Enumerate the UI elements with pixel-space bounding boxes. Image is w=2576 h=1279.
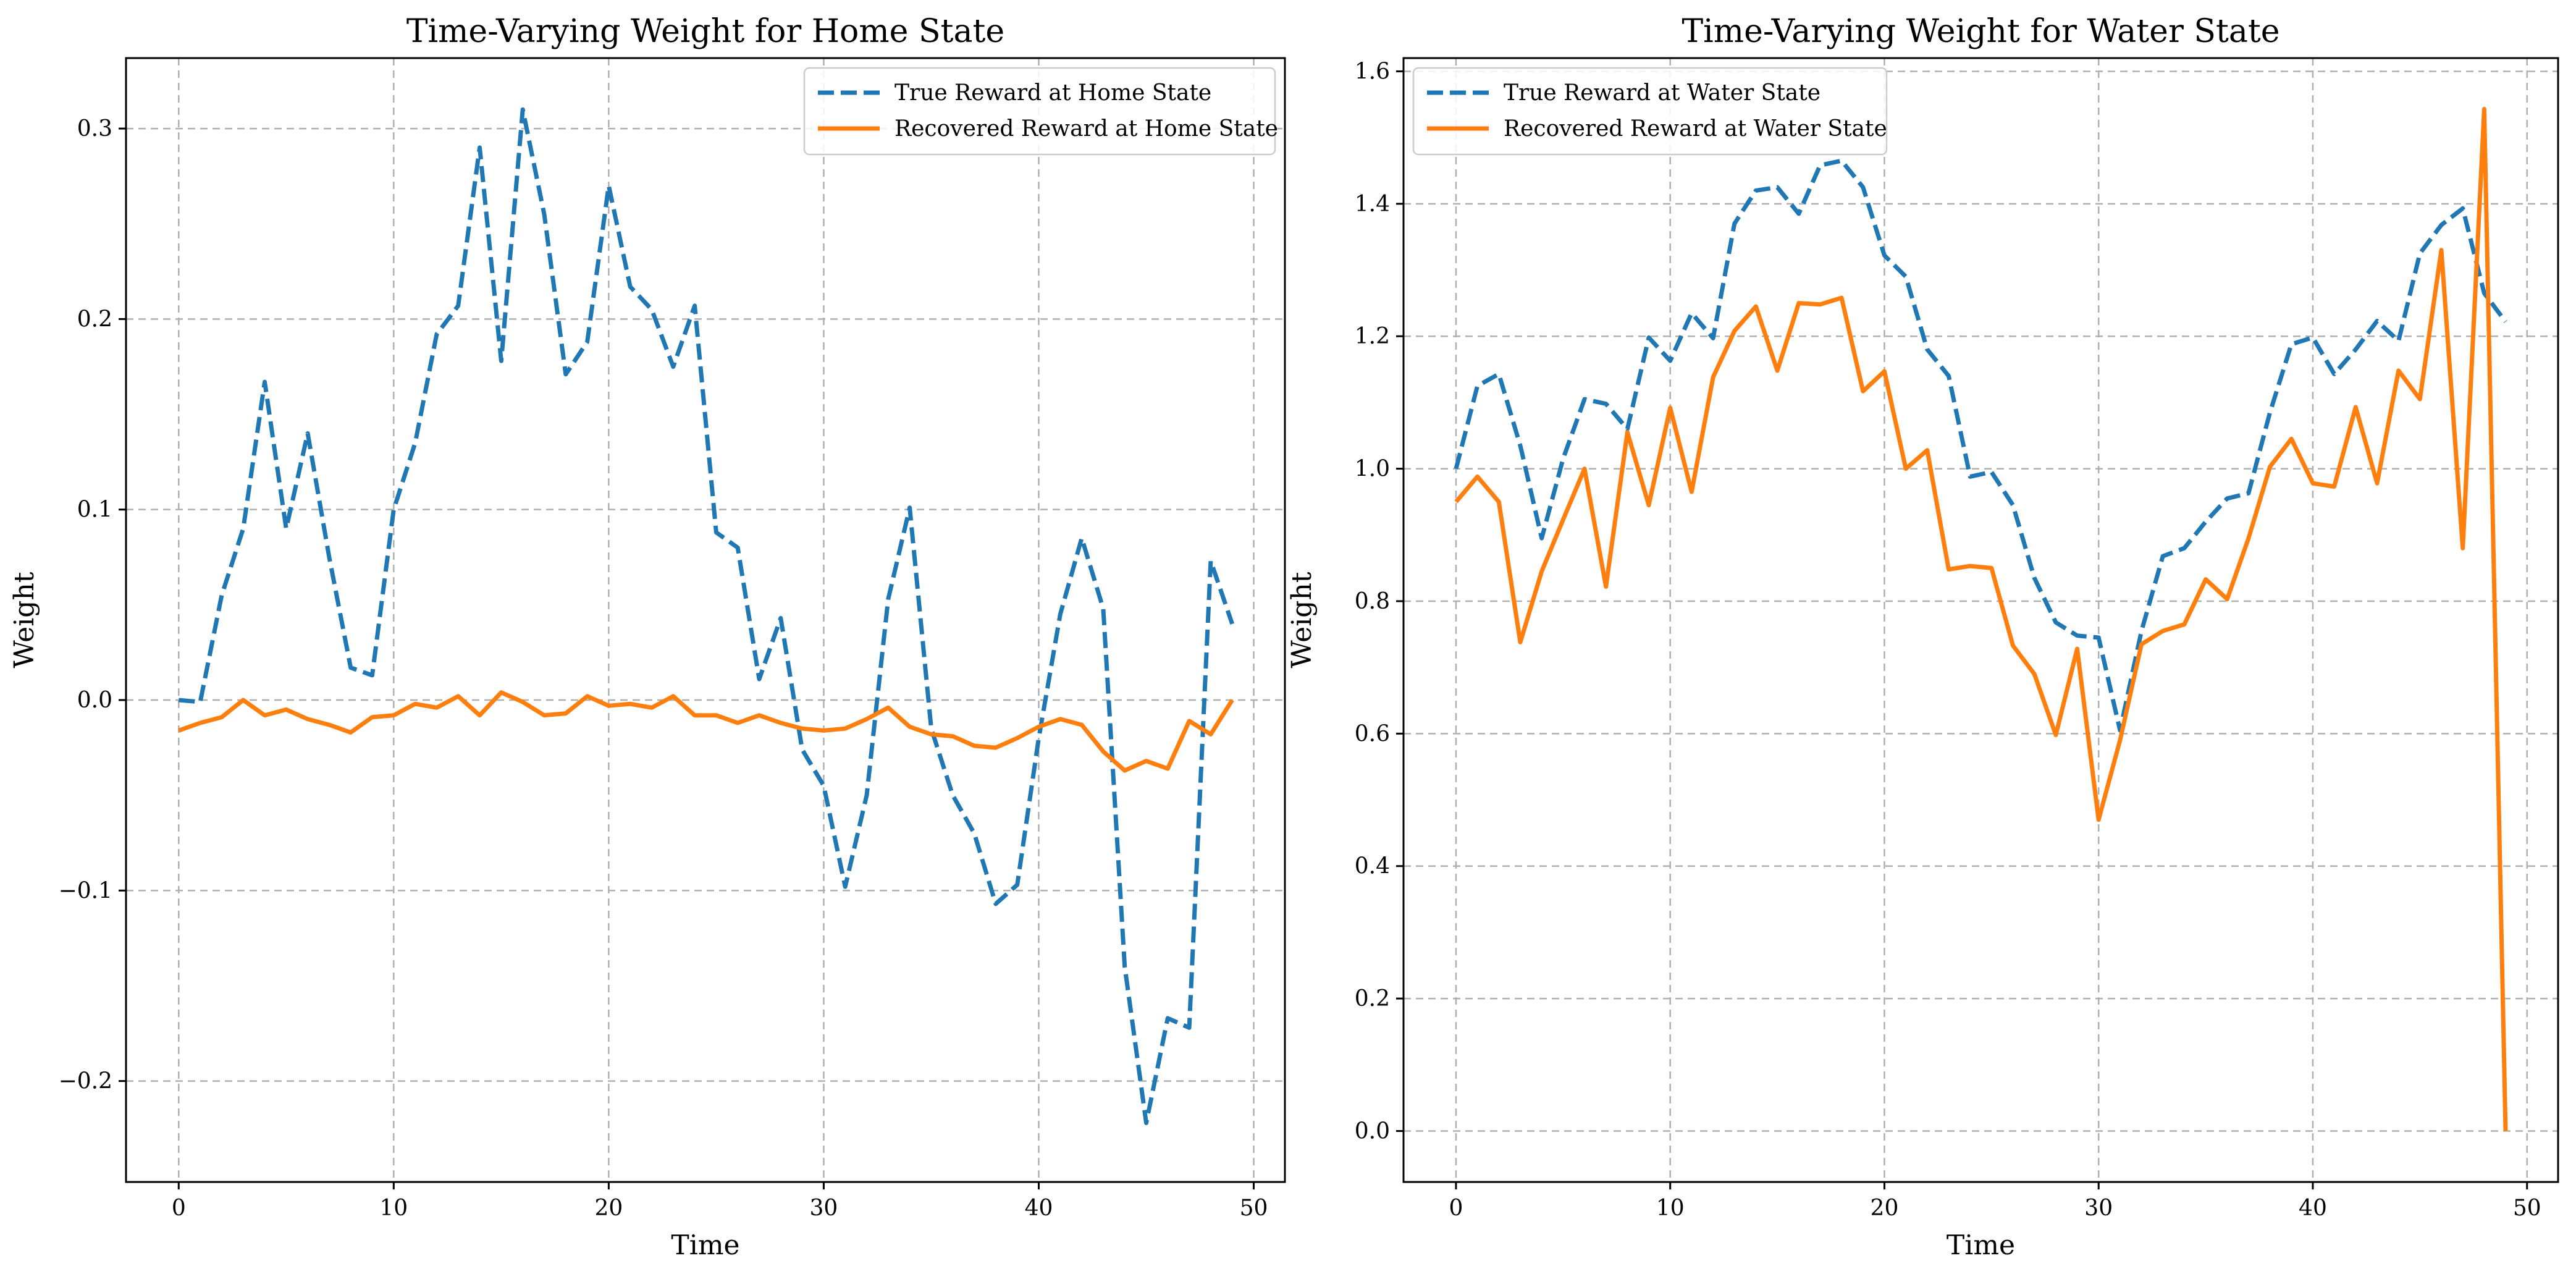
- plot-frame: [125, 57, 1286, 1183]
- x-axis-label: Time: [1947, 1230, 2015, 1261]
- x-tick-label: 40: [2299, 1196, 2327, 1221]
- chart-title: Time-Varying Weight for Water State: [1682, 13, 2279, 50]
- x-tick-label: 50: [2513, 1196, 2541, 1221]
- x-tick-label: 30: [810, 1196, 838, 1221]
- series-line-recovered-reward: [1454, 107, 2508, 1131]
- plot-frame: [1402, 57, 2559, 1183]
- x-tick-label: 20: [1871, 1196, 1899, 1221]
- legend-label: True Reward at Water State: [1504, 80, 1820, 106]
- y-tick-label: 0.2: [77, 306, 112, 332]
- x-tick-label: 10: [1656, 1196, 1685, 1221]
- y-tick-label: 1.4: [1355, 192, 1390, 217]
- y-tick-label: 0.0: [77, 688, 112, 713]
- series-line-true-reward: [1454, 158, 2507, 733]
- chart-panel-1: 0 10 20 30 40 50 −0.2 −0.1 0.0 0.1 0.2 0.3 Time-Vary…: [9, 13, 1286, 1261]
- legend-label: Recovered Reward at Home State: [894, 116, 1278, 141]
- x-axis-label: Time: [671, 1230, 739, 1261]
- legend-box: [803, 67, 1276, 156]
- y-tick-label: 0.8: [1355, 589, 1390, 614]
- x-tick-label: 20: [594, 1196, 623, 1221]
- x-tick-label: 10: [379, 1196, 408, 1221]
- legend-label: True Reward at Home State: [894, 80, 1211, 106]
- y-tick-label: 0.2: [1355, 986, 1390, 1011]
- x-tick-label: 30: [2084, 1196, 2113, 1221]
- x-tick-label: 50: [1240, 1196, 1268, 1221]
- legend: True Reward at Water State Recovered Rewa…: [1412, 67, 1888, 156]
- legend-box: [1412, 67, 1888, 156]
- x-tick-label: 0: [172, 1196, 186, 1221]
- y-tick-label: 0.4: [1355, 854, 1390, 879]
- y-tick-label: 0.3: [77, 116, 112, 141]
- legend: True Reward at Home State Recovered Rewar…: [803, 67, 1278, 156]
- y-tick-label: 1.0: [1355, 457, 1390, 482]
- y-tick-label: −0.1: [59, 878, 112, 903]
- chart-panel-2: 0 10 20 30 40 50 0.0 0.2 0.4 0.6 0.8 1.0 1.2 1.4 1.6 Ti…: [1286, 13, 2559, 1261]
- y-tick-label: −0.2: [59, 1069, 112, 1094]
- x-tick-label: 0: [1449, 1196, 1463, 1221]
- x-tick-label: 40: [1025, 1196, 1053, 1221]
- series-line-true-reward: [178, 107, 1235, 1125]
- chart-title: Time-Varying Weight for Home State: [406, 13, 1004, 50]
- legend-label: Recovered Reward at Water State: [1504, 116, 1887, 141]
- y-axis-label: Weight: [1286, 572, 1318, 668]
- y-tick-label: 1.6: [1355, 59, 1390, 84]
- y-tick-label: 0.0: [1355, 1118, 1390, 1144]
- y-axis-label: Weight: [9, 572, 40, 668]
- y-tick-label: 0.1: [77, 497, 112, 523]
- y-tick-label: 0.6: [1355, 721, 1390, 746]
- series-line-recovered-reward: [178, 690, 1234, 773]
- y-tick-label: 1.2: [1355, 324, 1390, 349]
